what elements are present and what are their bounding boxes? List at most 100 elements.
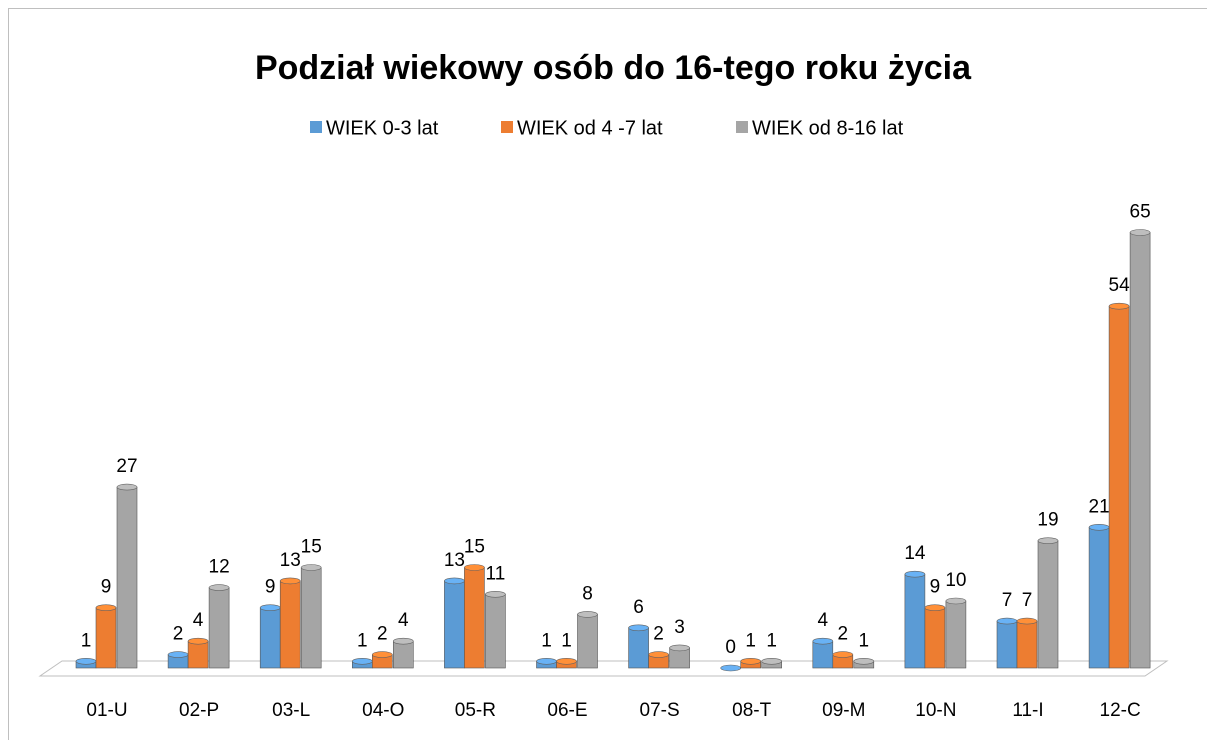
bar-cap [556, 657, 577, 665]
bar [279, 580, 301, 669]
x-tick-label: 03-L [272, 700, 310, 721]
bar [628, 627, 649, 669]
bar-cap [628, 624, 649, 632]
data-label: 0 [725, 637, 736, 658]
bar-cap [1088, 523, 1110, 531]
data-label: 2 [653, 624, 664, 645]
bar-cap [167, 651, 189, 658]
bar-cap [351, 657, 373, 665]
bar [485, 593, 506, 669]
x-tick-label: 01-U [86, 700, 127, 721]
bar-cap [1129, 229, 1151, 236]
data-label: 1 [81, 630, 92, 651]
bar-cap [116, 483, 138, 491]
data-label: 6 [633, 597, 644, 618]
bar [187, 640, 209, 669]
x-tick-label: 08-T [732, 700, 771, 721]
x-tick-label: 10-N [915, 700, 956, 721]
data-label: 13 [444, 550, 465, 571]
data-label: 4 [193, 610, 204, 631]
bar [392, 640, 414, 669]
bar [208, 587, 230, 669]
bar-cap [904, 570, 926, 578]
bar-cap [1016, 617, 1038, 625]
legend-swatch [310, 121, 322, 133]
data-label: 4 [818, 610, 829, 631]
data-label: 65 [1130, 202, 1151, 223]
data-label: 7 [1002, 590, 1013, 611]
data-label: 14 [904, 543, 926, 564]
bar-cap [1108, 302, 1130, 310]
data-label: 15 [464, 537, 485, 558]
data-label: 2 [377, 624, 388, 645]
bar-cap [669, 644, 690, 652]
data-label: 27 [116, 456, 137, 477]
data-label: 21 [1089, 496, 1110, 517]
bar [464, 567, 485, 669]
bar-cap [371, 651, 393, 658]
bar-cap [259, 604, 281, 612]
x-tick-label: 12-C [1100, 700, 1141, 721]
data-label: 3 [674, 617, 685, 638]
bar-cap [208, 584, 230, 591]
bar-cap [95, 604, 117, 612]
legend-swatch [736, 121, 748, 133]
data-label: 8 [582, 583, 593, 604]
bar-cap [945, 597, 967, 605]
data-label: 1 [766, 630, 777, 651]
data-label: 1 [561, 630, 572, 651]
bar [259, 607, 281, 669]
x-tick-label: 11-I [1012, 700, 1043, 721]
bar-cap [812, 637, 834, 645]
data-label: 7 [1022, 590, 1033, 611]
bar [1037, 540, 1059, 669]
chart-frame [8, 8, 1207, 740]
bar-cap [761, 657, 783, 665]
data-label: 1 [745, 630, 756, 651]
bar-cap [740, 657, 762, 665]
bar [300, 567, 322, 669]
data-label: 54 [1109, 275, 1131, 296]
floor [38, 660, 1169, 677]
data-label: 1 [859, 630, 870, 651]
chart-title: Podział wiekowy osób do 16-tego roku życ… [255, 49, 972, 87]
data-label: 9 [930, 577, 941, 598]
data-label: 2 [173, 624, 184, 645]
bar-cap [392, 637, 414, 645]
data-label: 13 [280, 550, 301, 571]
data-label: 4 [398, 610, 409, 631]
bar-cap [464, 564, 485, 571]
x-tick-label: 07-S [640, 700, 680, 721]
data-label: 15 [301, 537, 322, 558]
bar-cap [1037, 537, 1059, 545]
bar [116, 486, 138, 669]
bar [904, 573, 926, 669]
legend-label: WIEK od 8-16 lat [752, 117, 904, 139]
bar [812, 640, 834, 669]
data-label: 12 [209, 557, 230, 578]
bar-cap [853, 657, 875, 665]
bar [996, 620, 1018, 669]
bar [945, 600, 967, 669]
data-label: 1 [357, 630, 368, 651]
bar-cap [832, 651, 854, 658]
bar-cap [720, 664, 742, 672]
bar [924, 607, 946, 669]
bar [444, 580, 465, 669]
data-label: 9 [101, 577, 112, 598]
x-tick-label: 04-O [362, 700, 404, 721]
data-label: 9 [265, 577, 276, 598]
x-tick-label: 06-E [547, 700, 587, 721]
bar-cap [577, 611, 598, 618]
bar [1129, 232, 1151, 669]
x-tick-label: 02-P [179, 700, 219, 721]
data-label: 10 [945, 570, 966, 591]
x-tick-label: 09-M [822, 700, 865, 721]
bar [1108, 305, 1130, 669]
data-label: 2 [838, 624, 849, 645]
bar-cap [996, 617, 1018, 625]
data-label: 11 [486, 563, 506, 584]
bar-cap [187, 637, 209, 645]
bar-cap [536, 657, 557, 665]
